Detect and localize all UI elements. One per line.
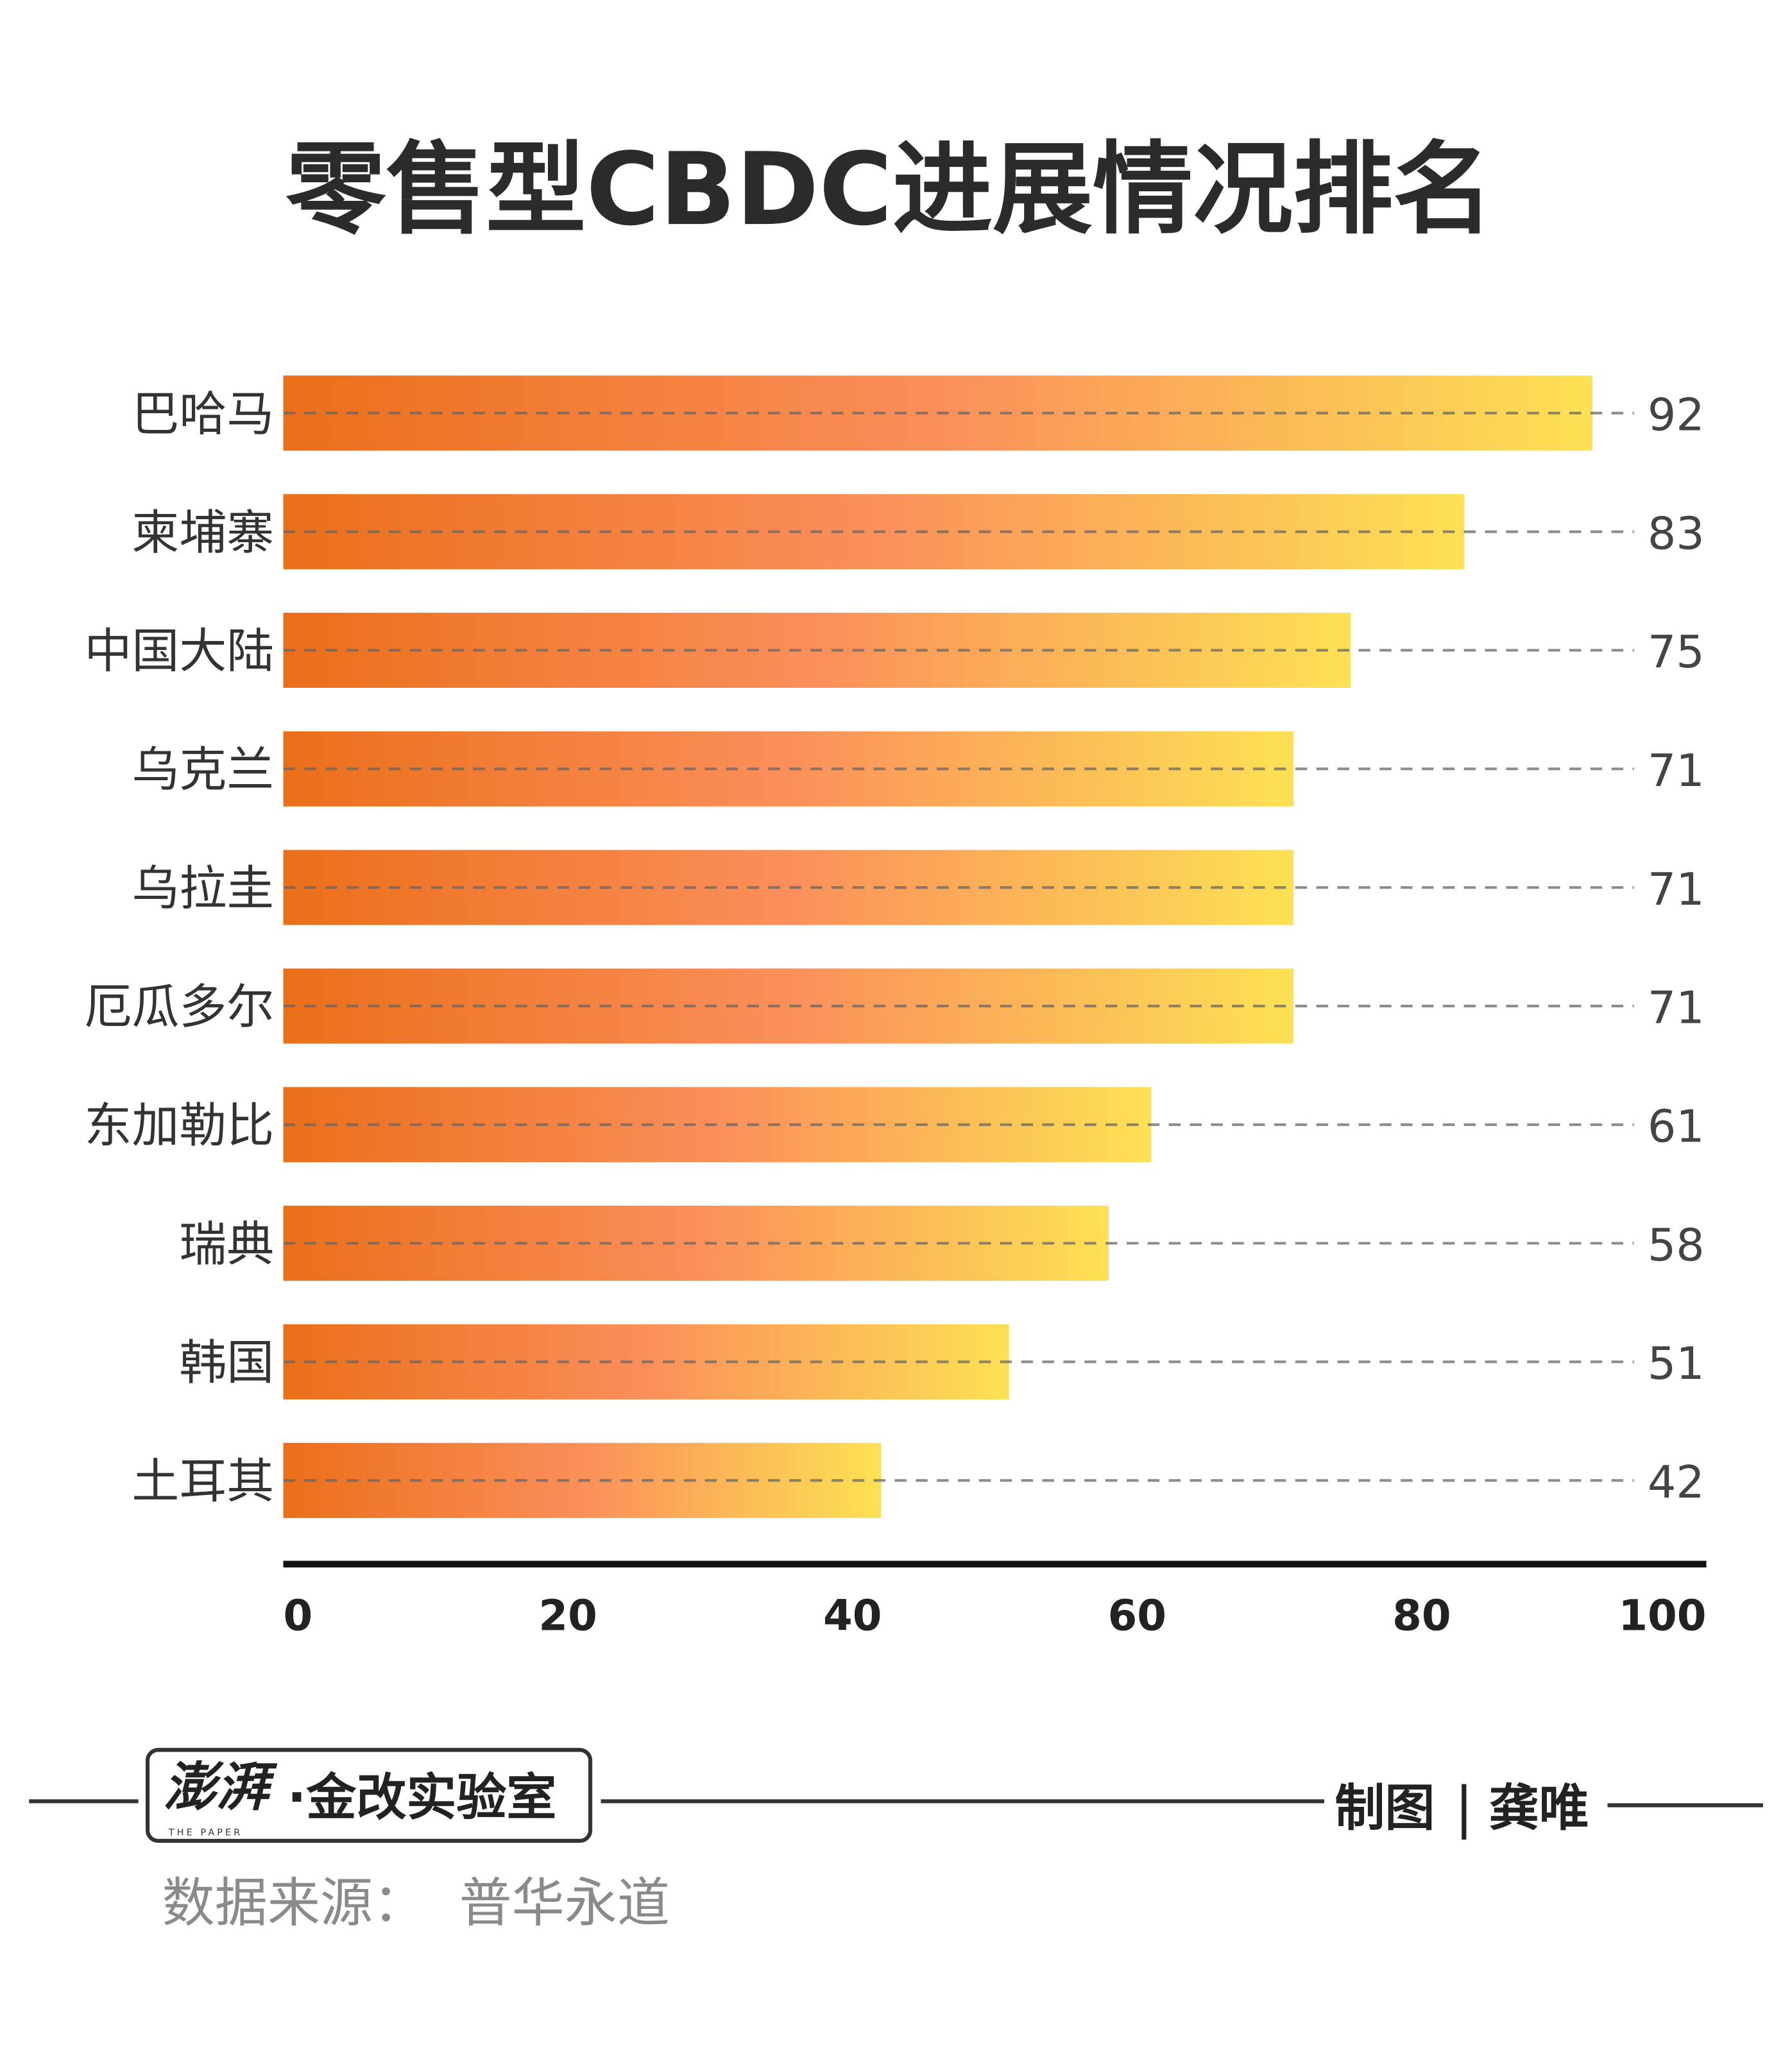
chart-title: 零售型CBDC进展情况排名 [286,131,1493,248]
value-label: 58 [1648,1219,1705,1271]
category-label: 巴哈马 [132,387,274,442]
x-tick-label: 60 [1108,1591,1166,1640]
logo-lab-text: ·金改实验室 [287,1769,557,1827]
value-label: 83 [1648,508,1705,560]
category-label: 瑞典 [179,1217,274,1272]
value-label: 42 [1648,1457,1705,1508]
x-tick-label: 40 [823,1591,882,1640]
x-tick-label: 80 [1392,1591,1451,1640]
logo-name: 澎湃 [164,1757,278,1818]
credit-name: 龚唯 [1489,1779,1589,1837]
credit-label: 制图 [1335,1779,1435,1837]
value-label: 61 [1648,1100,1705,1152]
bar [283,731,1294,807]
value-label: 71 [1648,982,1705,1034]
data-source: 数据来源： 普华永道 [162,1873,670,1934]
category-label: 韩国 [179,1335,274,1390]
category-label: 柬埔寨 [132,505,274,560]
x-tick-label: 100 [1618,1591,1706,1640]
value-label: 51 [1648,1338,1705,1390]
category-label: 中国大陆 [84,624,274,679]
bar [283,850,1294,925]
category-label: 乌拉圭 [132,861,274,916]
value-label: 71 [1648,745,1705,797]
value-label: 71 [1648,864,1705,916]
value-label: 92 [1648,389,1705,441]
value-label: 75 [1648,626,1705,678]
category-label: 厄瓜多尔 [84,980,274,1035]
category-label: 土耳其 [132,1454,274,1509]
x-tick-label: 20 [538,1591,597,1640]
credit-separator: | [1455,1775,1473,1840]
category-label: 东加勒比 [84,1098,274,1153]
category-label: 乌克兰 [132,742,274,798]
x-tick-label: 0 [284,1591,313,1640]
bar [283,968,1294,1044]
logo-frame [145,1748,593,1843]
logo-sub: THE PAPER [168,1828,243,1838]
